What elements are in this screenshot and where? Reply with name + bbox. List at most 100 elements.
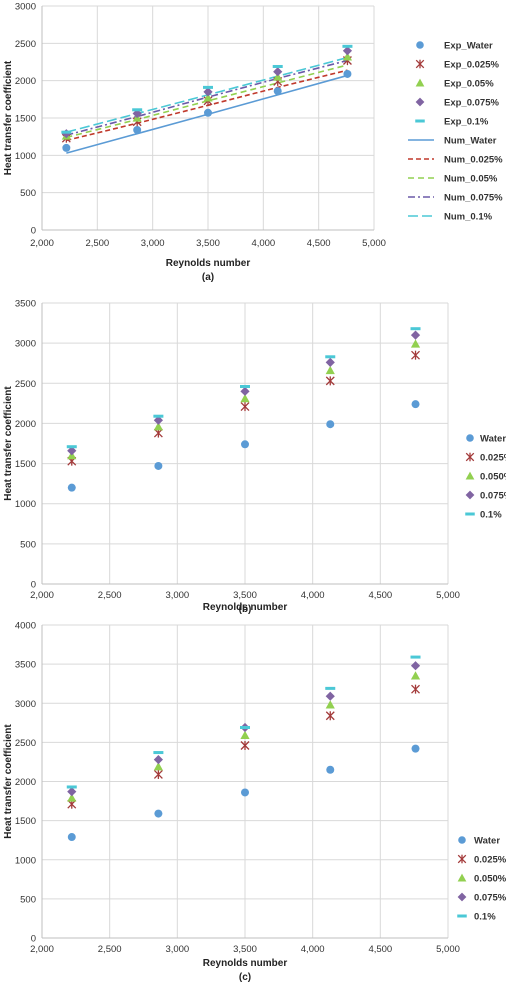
x-tick-label: 3,500 (233, 590, 257, 601)
data-point (154, 461, 163, 470)
legend-swatch (457, 873, 467, 882)
legend-label: 0.075% (474, 893, 506, 904)
legend-label: 0.050% (480, 472, 506, 483)
x-tick-label: 5,000 (436, 944, 460, 955)
data-point (410, 671, 421, 680)
y-tick-label: 2500 (15, 379, 36, 390)
x-axis-title: Reynolds number (203, 958, 288, 969)
y-tick-label: 3500 (15, 299, 36, 310)
legend-label: Water (480, 434, 506, 445)
chart-svg: 0 500 1000 1500 2000 2500 3000 3500 2,000 2,500 3,… (3, 299, 506, 615)
data-point (203, 87, 213, 97)
y-axis-title: Heat transfer coefficient (3, 724, 14, 839)
y-tick-label: 500 (20, 188, 36, 199)
legend-swatch (415, 59, 425, 69)
data-point (325, 711, 335, 721)
legend-label: 0.025% (480, 453, 506, 464)
y-tick-label: 4000 (15, 621, 36, 632)
data-point (410, 327, 421, 331)
x-tick-label: 4,500 (368, 590, 392, 601)
data-point (153, 422, 163, 431)
x-tick-label: 3,000 (165, 944, 189, 955)
legend: Water 0.025% 0.050% 0.075% 0.1% (457, 836, 506, 923)
data-point (342, 46, 353, 56)
data-point (133, 125, 142, 134)
data-point (342, 52, 353, 61)
data-point (240, 402, 250, 412)
legend-label: Num_0.05% (444, 174, 498, 185)
y-tick-label: 1000 (15, 499, 36, 510)
data-point (325, 700, 335, 709)
data-point (240, 384, 250, 388)
data-point (411, 684, 420, 694)
legend-label: Num_Water (444, 136, 497, 147)
chart-svg: 0 500 1000 1500 2000 2500 3000 2,000 2,500 3,000 3… (3, 2, 503, 284)
chart-svg: 0 500 1000 1500 2000 2500 3000 3500 4000 2,000 2,5… (3, 621, 506, 984)
data-point (272, 64, 283, 68)
legend-label: Num_0.025% (444, 155, 503, 166)
legend-swatch (415, 78, 425, 87)
data-point (325, 355, 336, 359)
legend: Exp_Water Exp_0.025% Exp_0.05% Exp_0.075% Ex… (408, 41, 503, 223)
data-point (325, 376, 335, 386)
legend-label: Exp_Water (444, 41, 493, 52)
data-point (203, 93, 213, 102)
data-point (273, 72, 283, 81)
data-point (343, 69, 352, 78)
x-tick-label: 2,500 (98, 944, 122, 955)
legend-swatch (457, 914, 467, 918)
x-tick-label: 5,000 (436, 590, 460, 601)
y-tick-label: 3500 (15, 660, 36, 671)
data-point (410, 655, 421, 659)
data-point (154, 809, 163, 818)
data-point (240, 726, 250, 730)
data-point (61, 130, 72, 134)
y-tick-label: 1000 (15, 855, 36, 866)
legend-label: 0.075% (480, 491, 506, 502)
y-tick-label: 2500 (15, 39, 36, 50)
data-point (153, 751, 164, 755)
data-point (240, 393, 250, 403)
data-point (132, 108, 143, 112)
data-point (240, 386, 250, 396)
legend-swatch (458, 836, 466, 844)
legend-label: 0.050% (474, 874, 506, 885)
x-tick-label: 4,000 (251, 238, 275, 249)
legend-label: Exp_0.075% (444, 98, 499, 109)
chart-panel-a: 0 500 1000 1500 2000 2500 3000 2,000 2,500 3,000 3… (0, 0, 506, 292)
data-point (241, 440, 249, 449)
x-tick-label: 2,500 (98, 590, 122, 601)
x-tick-label: 3,000 (165, 590, 189, 601)
data-point (326, 765, 335, 774)
data-point (410, 339, 421, 348)
y-tick-label: 0 (31, 934, 36, 945)
legend-swatch (415, 119, 425, 123)
legend-swatch (466, 434, 474, 442)
y-tick-label: 3000 (15, 699, 36, 710)
legend-label: 0.1% (474, 912, 496, 923)
y-tick-label: 0 (31, 580, 36, 591)
y-tick-label: 3000 (15, 2, 36, 13)
data-point (240, 730, 250, 740)
y-tick-label: 500 (20, 894, 36, 905)
data-point (410, 661, 421, 671)
x-tick-label: 2,500 (85, 238, 109, 249)
legend-swatch (416, 41, 424, 49)
data-point (411, 400, 420, 409)
panel-label: (a) (202, 272, 214, 283)
data-point (241, 788, 249, 797)
x-tick-label: 2,000 (30, 590, 54, 601)
data-point (204, 108, 212, 117)
data-point (273, 67, 283, 77)
legend-swatch (465, 490, 475, 500)
y-tick-label: 1500 (15, 459, 36, 470)
y-tick-label: 500 (20, 539, 36, 550)
x-tick-label: 3,500 (233, 944, 257, 955)
y-tick-label: 2000 (15, 777, 36, 788)
panel-label: (c) (239, 972, 251, 983)
x-tick-label: 5,000 (362, 238, 386, 249)
data-point (325, 357, 335, 368)
data-point (67, 483, 76, 492)
data-point (67, 787, 77, 797)
data-point (411, 744, 420, 753)
